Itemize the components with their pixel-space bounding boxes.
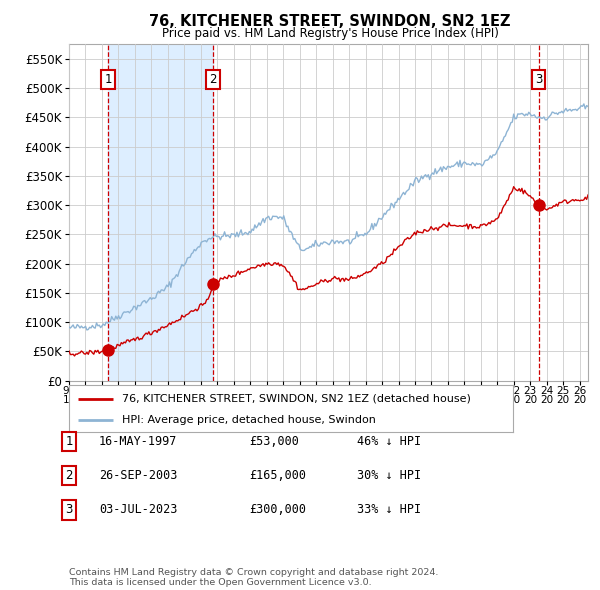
Text: 3: 3 bbox=[65, 503, 73, 516]
Text: 03-JUL-2023: 03-JUL-2023 bbox=[99, 503, 178, 516]
Text: HPI: Average price, detached house, Swindon: HPI: Average price, detached house, Swin… bbox=[122, 415, 376, 425]
Text: 33% ↓ HPI: 33% ↓ HPI bbox=[357, 503, 421, 516]
Text: £300,000: £300,000 bbox=[249, 503, 306, 516]
Text: 76, KITCHENER STREET, SWINDON, SN2 1EZ (detached house): 76, KITCHENER STREET, SWINDON, SN2 1EZ (… bbox=[122, 394, 471, 404]
Text: 46% ↓ HPI: 46% ↓ HPI bbox=[357, 435, 421, 448]
Text: 30% ↓ HPI: 30% ↓ HPI bbox=[357, 469, 421, 482]
Text: 2: 2 bbox=[65, 469, 73, 482]
Text: 2: 2 bbox=[209, 73, 217, 86]
Bar bbox=[108, 44, 213, 381]
Text: 76, KITCHENER STREET, SWINDON, SN2 1EZ: 76, KITCHENER STREET, SWINDON, SN2 1EZ bbox=[149, 14, 511, 28]
Text: £53,000: £53,000 bbox=[249, 435, 299, 448]
Text: 1: 1 bbox=[104, 73, 112, 86]
Text: 16-MAY-1997: 16-MAY-1997 bbox=[99, 435, 178, 448]
Text: 3: 3 bbox=[535, 73, 542, 86]
Text: £165,000: £165,000 bbox=[249, 469, 306, 482]
Text: 1: 1 bbox=[65, 435, 73, 448]
Text: Price paid vs. HM Land Registry's House Price Index (HPI): Price paid vs. HM Land Registry's House … bbox=[161, 27, 499, 40]
Text: 26-SEP-2003: 26-SEP-2003 bbox=[99, 469, 178, 482]
Text: Contains HM Land Registry data © Crown copyright and database right 2024.
This d: Contains HM Land Registry data © Crown c… bbox=[69, 568, 439, 587]
